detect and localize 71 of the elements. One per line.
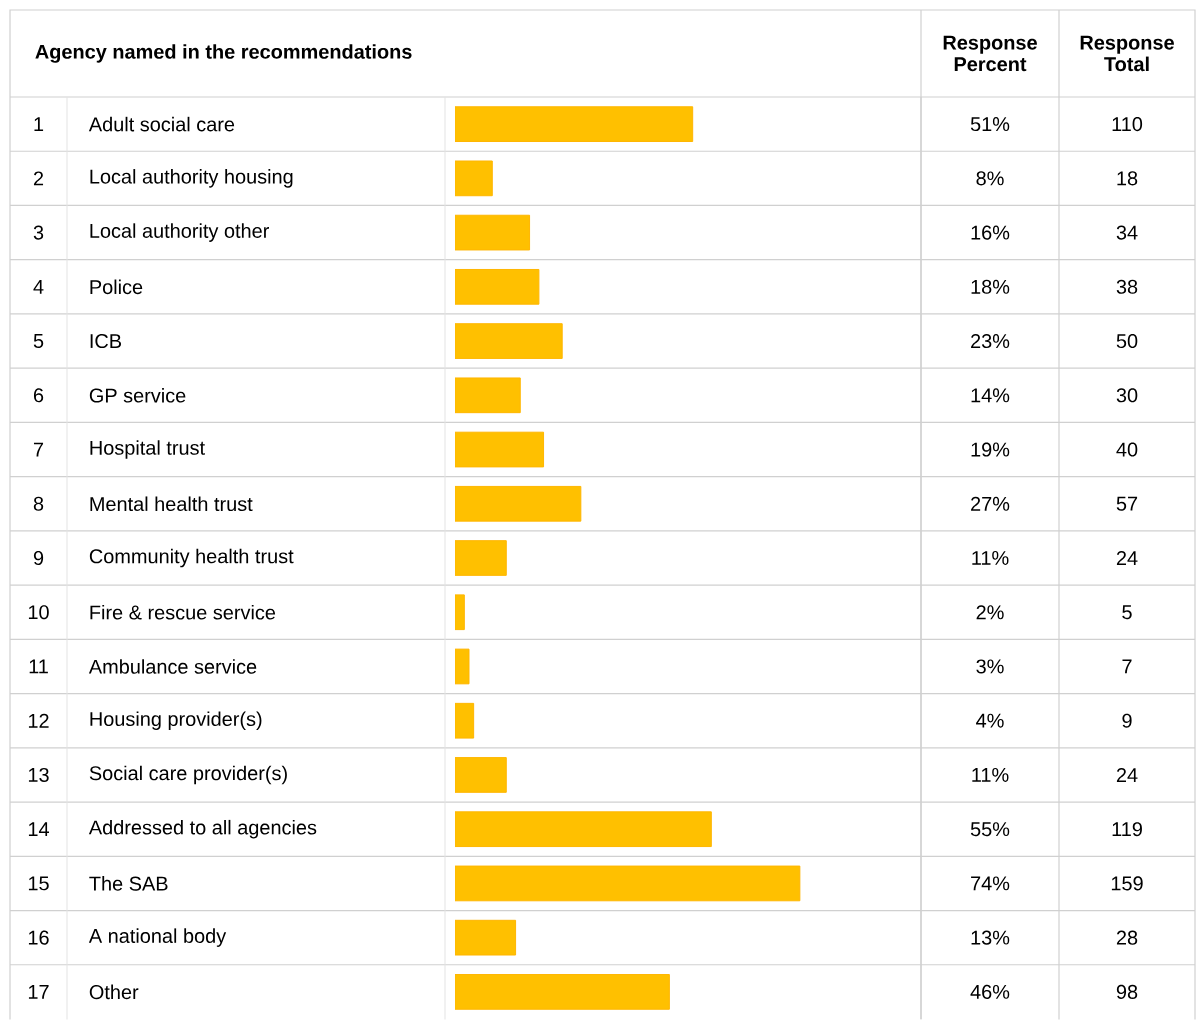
text: 24	[1116, 768, 1138, 783]
data-label: 27%	[971, 496, 1010, 511]
text: 7	[1122, 659, 1132, 674]
y-tick-label: Hospital trust	[90, 440, 205, 460]
text: 17	[28, 985, 49, 999]
y-tick-label: Ambulance service	[88, 659, 257, 674]
text: 6	[33, 388, 44, 403]
y-tick-label: Other	[89, 984, 139, 1000]
data-label: 3%	[976, 659, 1004, 674]
y-tick-label: Mental health trust	[90, 496, 253, 512]
text: 11	[29, 659, 48, 674]
text: 98	[1116, 985, 1138, 1000]
data-label: 16%	[971, 225, 1010, 240]
y-tick-label: Police	[90, 279, 143, 295]
data-label: 23%	[971, 334, 1010, 349]
text: 28	[1116, 930, 1138, 945]
text: 15	[28, 876, 49, 891]
y-tick-label: Adult social care	[88, 117, 235, 132]
data-label: 14%	[971, 388, 1010, 403]
text: 18	[1117, 171, 1138, 186]
text: 1	[34, 117, 44, 132]
y-tick-label: A national body	[88, 928, 227, 948]
text: 3	[33, 225, 44, 240]
text: 14	[28, 822, 49, 837]
text: Agency named in the recommendations	[35, 44, 412, 64]
data-label: 51%	[970, 117, 1010, 132]
text: 5	[33, 334, 44, 349]
text: 12	[28, 713, 49, 728]
data-label: 8%	[976, 171, 1004, 186]
y-tick-label: Fire & rescue service	[90, 605, 276, 620]
text: 4	[33, 280, 44, 294]
text: 24	[1116, 551, 1138, 566]
data-label: 46%	[970, 985, 1010, 1000]
data-label: 11%	[972, 768, 1009, 783]
y-tick-label: Addressed to all agencies	[88, 820, 317, 839]
text: 38	[1116, 279, 1138, 295]
y-tick-label: Housing provider(s)	[90, 711, 262, 731]
y-tick-label: Social care provider(s)	[89, 765, 287, 785]
text: 13	[28, 768, 49, 783]
text: 9	[1122, 713, 1132, 728]
data-label: 2%	[976, 605, 1004, 620]
data-label: 13%	[971, 930, 1010, 945]
text: Response Total	[1080, 36, 1174, 72]
text: 8	[33, 496, 44, 512]
data-label: 19%	[971, 442, 1010, 457]
y-tick-label: ICB	[90, 334, 122, 349]
text: 119	[1112, 822, 1142, 837]
text: 10	[28, 605, 49, 620]
text: 7	[33, 442, 44, 457]
text: 110	[1112, 117, 1143, 132]
data-label: 74%	[971, 876, 1010, 891]
data-label: 11%	[972, 551, 1009, 566]
y-tick-label: The SAB	[89, 876, 168, 891]
text: 50	[1116, 334, 1138, 349]
text: 5	[1122, 605, 1132, 620]
text: 2	[33, 171, 44, 186]
text: 30	[1116, 388, 1138, 403]
text: 159	[1111, 876, 1143, 891]
y-tick-label: Local authority housing	[90, 169, 293, 188]
data-label: 4%	[976, 713, 1004, 728]
text: 40	[1116, 442, 1138, 457]
text: 57	[1116, 497, 1138, 511]
data-label: 55%	[970, 822, 1010, 837]
text: 34	[1116, 225, 1138, 240]
text: Response Percent	[943, 36, 1037, 72]
y-tick-label: Local authority other	[90, 223, 270, 243]
data-label: 18%	[971, 279, 1010, 295]
text: 16	[28, 930, 49, 945]
text: 9	[33, 551, 44, 566]
y-tick-label: Community health trust	[89, 548, 294, 568]
y-tick-label: GP service	[89, 388, 186, 403]
